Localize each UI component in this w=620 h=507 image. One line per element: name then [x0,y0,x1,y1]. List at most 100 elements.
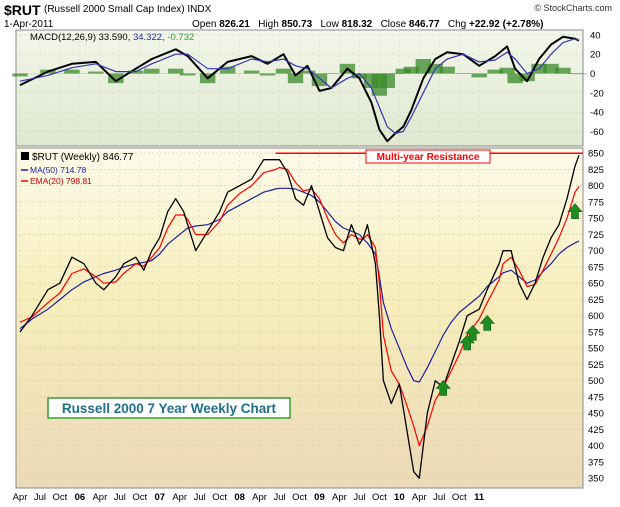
exchange-text: INDX [187,4,212,15]
x-tick-label: Jul [273,492,285,503]
price-tick-label: 625 [588,295,604,306]
macd-tick-label: 40 [590,30,601,41]
macd-tick-label: -40 [590,108,604,119]
price-legend-main: $RUT (Weekly) 846.77 [32,152,134,163]
macd-histogram-bar [108,73,124,84]
macd-histogram-bar [555,67,571,74]
price-tick-label: 700 [588,246,604,257]
up-arrow-icon [567,203,583,219]
chg-label: Chg [447,19,467,30]
x-tick-label: Apr [332,492,347,503]
up-arrows [435,203,583,396]
low-value: 818.32 [341,19,373,30]
x-tick-label: Oct [292,492,307,503]
macd-histogram-bar [323,73,340,74]
price-tick-label: 450 [588,409,604,420]
macd-tick-label: -20 [590,88,604,99]
up-arrow-icon [459,334,475,351]
price-line [19,154,580,479]
macd-histogram-bar [507,73,523,84]
symbol-title: $RUT [4,2,41,18]
price-tick-label: 725 [588,230,604,241]
macd-legend-name: MACD(12,26,9) [30,32,96,43]
macd-histogram-bar [487,69,503,74]
x-tick-label: 08 [234,492,245,503]
macd-histogram-bar [180,73,196,76]
x-tick-label: Oct [452,492,467,503]
macd-histogram-bar [379,73,396,88]
macd-panel [15,29,584,147]
stockcharts-credit: © StockCharts.com [534,3,612,13]
macd-line [19,35,580,143]
macd-histogram-bar [439,66,455,74]
macd-tick-label: 20 [590,50,601,61]
x-tick-label: 06 [75,492,86,503]
macd-histogram-bar [415,59,431,74]
up-arrow-icon [435,380,451,396]
macd-histogram-bar [543,63,559,74]
resistance-label-box [365,149,491,164]
macd-histogram-bar [403,66,419,74]
price-tick-label: 525 [588,360,604,371]
macd-histogram-bar [387,73,404,74]
x-tick-label: Apr [13,492,28,503]
price-tick-label: 850 [588,149,604,160]
close-value: 846.77 [408,19,440,30]
chg-value: +22.92 (+2.78%) [469,19,544,30]
macd-histogram-bar [519,73,535,82]
price-tick-label: 750 [588,214,604,225]
price-tick-label: 475 [588,392,604,403]
macd-legend-signal: 34.322, [133,32,165,43]
macd-histogram-bar [455,73,471,74]
macd-histogram-bar [351,73,368,79]
macd-histogram-bar [219,66,236,74]
high-label: High [258,19,279,30]
macd-histogram-bar [243,70,260,74]
x-tick-label: Jul [353,492,365,503]
resistance-label: Multi-year Resistance [377,152,480,163]
price-tick-label: 550 [588,344,604,355]
axis-labels: 40 20 0 -20 -40 -60 350 375 400 425 450 475 500 525 55… [13,30,604,503]
price-tick-label: 425 [588,425,604,436]
macd-histogram-bar [168,68,184,74]
open-value: 826.21 [219,19,250,30]
x-tick-label: Oct [132,492,147,503]
x-tick-label: 10 [394,492,405,503]
open-label: Open [192,19,217,30]
x-tick-label: Apr [252,492,267,503]
macd-tick-label: 0 [590,69,595,80]
macd-histogram-bar [259,73,276,76]
price-tick-label: 650 [588,279,604,290]
symbol-description: (Russell 2000 Small Cap Index) INDX [44,4,211,15]
price-tick-label: 400 [588,441,604,452]
x-tick-label: 07 [154,492,165,503]
macd-legend-label: MACD(12,26,9) 33.590, 34.322, -0.732 [30,32,194,43]
price-tick-label: 375 [588,457,604,468]
chart-title: Russell 2000 7 Year Weekly Chart [62,401,277,416]
price-tick-label: 350 [588,474,604,485]
x-tick-label: Apr [92,492,107,503]
macd-histogram-bar [299,70,316,74]
price-tick-label: 775 [588,197,604,208]
macd-histogram-bar [471,73,487,78]
macd-legend-hist: -0.732 [167,32,194,43]
high-value: 850.73 [281,19,313,30]
x-tick-label: Oct [212,492,227,503]
macd-tick-label: -60 [590,127,604,138]
chart-title-box [47,397,291,419]
x-tick-label: 09 [314,492,325,503]
price-tick-label: 675 [588,262,604,273]
macd-histogram-bar [395,68,412,74]
macd-histogram-bar [64,69,80,74]
macd-histogram-bar [287,73,304,84]
x-tick-label: Jul [34,492,46,503]
x-tick-label: Oct [372,492,387,503]
x-tick-label: Oct [53,492,68,503]
price-legend-ma: MA(50) 714.78 [30,165,86,175]
price-lines [19,154,580,479]
macd-histogram-bar [499,67,515,74]
x-tick-label: Jul [194,492,206,503]
macd-legend-macd: 33.590, [99,32,131,43]
up-arrow-icon [465,324,481,341]
